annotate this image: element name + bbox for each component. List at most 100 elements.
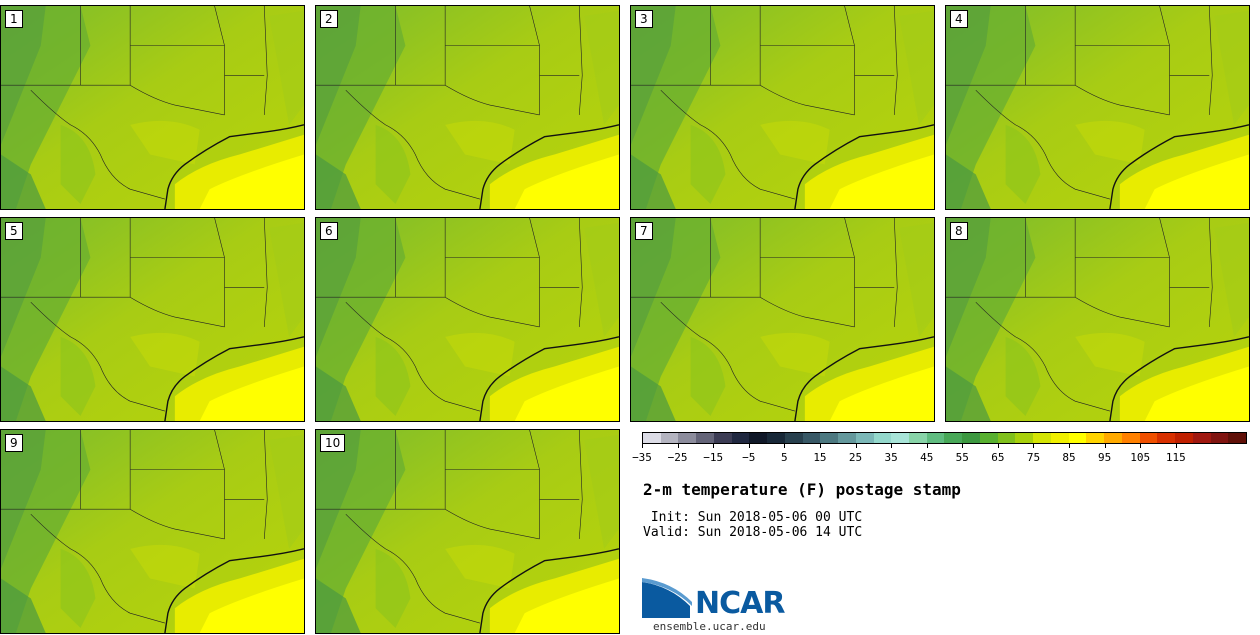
colorbar-segment (731, 433, 750, 443)
colorbar-tick-label: 25 (848, 451, 863, 464)
colorbar-segment (997, 433, 1016, 443)
temperature-colorbar (642, 432, 1247, 444)
colorbar-segment (909, 433, 927, 443)
colorbar-segment (944, 433, 963, 443)
colorbar-tick-label: 115 (1165, 451, 1186, 464)
member-number: 5 (5, 222, 23, 240)
colorbar-tick (677, 444, 679, 448)
colorbar-segment (1175, 433, 1193, 443)
colorbar-segment (678, 433, 697, 443)
temperature-map (316, 218, 619, 421)
colorbar-tick (713, 444, 715, 448)
colorbar-segment (1157, 433, 1176, 443)
init-time: Init: Sun 2018-05-06 00 UTC (643, 510, 863, 525)
colorbar-segment (784, 433, 803, 443)
colorbar-segment (713, 433, 732, 443)
colorbar-tick (1175, 444, 1177, 448)
ensemble-url: ensemble.ucar.edu (653, 620, 766, 633)
colorbar-segment (767, 433, 785, 443)
member-number: 3 (635, 10, 653, 28)
ensemble-member-panel: 9 (0, 429, 305, 634)
colorbar-segment (749, 433, 768, 443)
colorbar-segment (1210, 433, 1229, 443)
colorbar-segment (1050, 433, 1069, 443)
temperature-map (1, 430, 304, 633)
colorbar-segment (802, 433, 821, 443)
colorbar-segment (1015, 433, 1034, 443)
colorbar-tick (926, 444, 928, 448)
colorbar-tick (642, 444, 643, 448)
colorbar-tick (855, 444, 857, 448)
colorbar-segment (1121, 433, 1140, 443)
temperature-map (316, 430, 619, 633)
colorbar-segment (643, 433, 661, 443)
colorbar-tick (784, 444, 786, 448)
colorbar-tick (962, 444, 964, 448)
colorbar-segment (838, 433, 856, 443)
ncar-logo-icon (642, 578, 692, 618)
temperature-map (946, 6, 1249, 209)
member-number: 10 (320, 434, 346, 452)
colorbar-tick (819, 444, 821, 448)
colorbar-tick (748, 444, 750, 448)
temperature-map (631, 218, 934, 421)
colorbar-tick (1033, 444, 1035, 448)
colorbar-segment (873, 433, 892, 443)
ensemble-member-panel: 5 (0, 217, 305, 422)
ensemble-member-panel: 10 (315, 429, 620, 634)
colorbar-tick (1140, 444, 1142, 448)
colorbar-tick (1069, 444, 1071, 448)
colorbar-tick-label: −5 (742, 451, 756, 464)
colorbar-tick-label: 95 (1098, 451, 1112, 464)
member-number: 8 (950, 222, 968, 240)
colorbar-tick-label: 55 (955, 451, 969, 464)
colorbar-tick-label: 45 (920, 451, 934, 464)
colorbar-segment (1139, 433, 1158, 443)
colorbar-tick-label: 65 (991, 451, 1005, 464)
ensemble-member-panel: 7 (630, 217, 935, 422)
plot-title: 2-m temperature (F) postage stamp (643, 480, 961, 499)
colorbar-tick-label: −15 (703, 451, 724, 464)
ensemble-member-panel: 4 (945, 5, 1250, 210)
member-number: 1 (5, 10, 23, 28)
ensemble-member-panel: 1 (0, 5, 305, 210)
ncar-logo-text: NCAR (695, 586, 785, 621)
colorbar-segment (660, 433, 679, 443)
ensemble-member-panel: 2 (315, 5, 620, 210)
temperature-map (316, 6, 619, 209)
colorbar-tick (1104, 444, 1106, 448)
colorbar-segment (1033, 433, 1051, 443)
colorbar-segment (820, 433, 839, 443)
temperature-map (1, 6, 304, 209)
colorbar-segment (1086, 433, 1105, 443)
colorbar-tick-label: −25 (667, 451, 688, 464)
colorbar-segment (1104, 433, 1122, 443)
colorbar-segment (855, 433, 874, 443)
colorbar-segment (979, 433, 998, 443)
member-number: 6 (320, 222, 338, 240)
colorbar-tick-label: 75 (1026, 451, 1041, 464)
colorbar-tick-label: 105 (1130, 451, 1151, 464)
member-number: 7 (635, 222, 653, 240)
colorbar-segment (962, 433, 980, 443)
colorbar-tick-label: 5 (781, 451, 788, 464)
ensemble-member-panel: 6 (315, 217, 620, 422)
colorbar-tick-label: 85 (1062, 451, 1076, 464)
colorbar-tick (997, 444, 999, 448)
member-number: 9 (5, 434, 23, 452)
colorbar-segment (926, 433, 945, 443)
colorbar-segment (891, 433, 910, 443)
ensemble-member-panel: 8 (945, 217, 1250, 422)
temperature-map (946, 218, 1249, 421)
ensemble-member-panel: 3 (630, 5, 935, 210)
colorbar-segment (1228, 433, 1246, 443)
colorbar-tick-label: −35 (632, 451, 652, 464)
valid-time: Valid: Sun 2018-05-06 14 UTC (643, 525, 863, 540)
member-number: 2 (320, 10, 338, 28)
temperature-map (631, 6, 934, 209)
member-number: 4 (950, 10, 968, 28)
temperature-map (1, 218, 304, 421)
colorbar-tick-label: 15 (813, 451, 827, 464)
colorbar-tick-label: 35 (884, 451, 898, 464)
colorbar-tick (891, 444, 893, 448)
